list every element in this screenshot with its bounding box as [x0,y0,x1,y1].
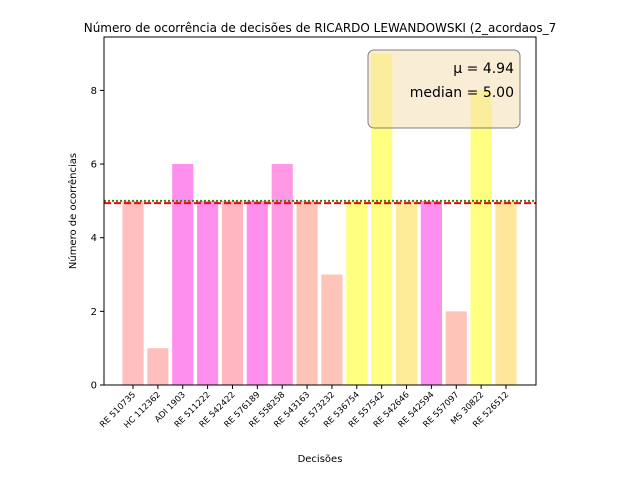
y-tick-label: 2 [91,307,97,318]
y-axis-label: Número de ocorrências [67,153,79,269]
bar [147,348,169,385]
y-tick-label: 6 [91,160,97,171]
y-tick-label: 4 [91,233,97,244]
bars-layer [122,53,517,386]
plot-frame [103,36,537,386]
bar [371,53,393,385]
y-tick-label: 8 [91,86,97,97]
bar [470,90,492,386]
bar [395,200,418,385]
bar [271,164,293,385]
median-label: median = 5.00 [410,85,514,101]
bar [246,200,268,385]
stats-box: μ = 4.94 median = 5.00 [367,49,521,129]
bar [321,274,343,385]
mean-label: μ = 4.94 [453,61,514,77]
bar [420,200,442,385]
bar [445,311,467,385]
bar [296,200,318,385]
stat-lines-layer [104,199,536,205]
bar [221,200,244,385]
bar [346,200,368,385]
bar [197,200,219,385]
chart-title: Número de ocorrência de decisões de RICA… [84,21,557,35]
x-axis-label: Decisões [298,454,343,465]
bar [495,200,517,385]
bar [172,164,194,385]
y-tick-label: 0 [91,381,97,392]
stats-box-background [367,49,521,129]
bar [122,200,144,385]
y-axis: 0 2 4 6 8 [91,86,104,392]
